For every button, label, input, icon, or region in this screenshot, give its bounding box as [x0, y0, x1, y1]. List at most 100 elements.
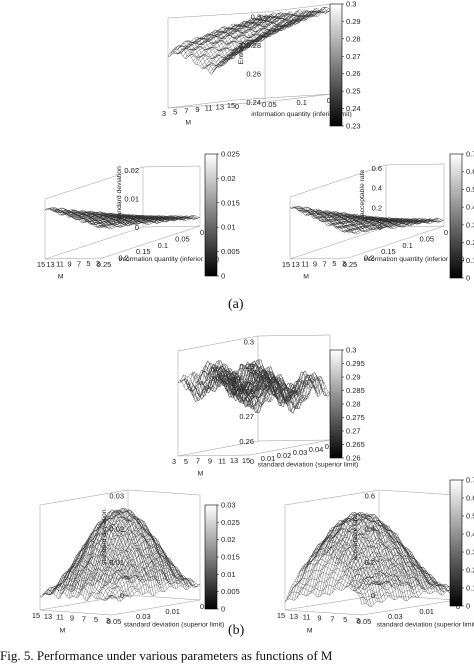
m-tick-label: 11 — [301, 260, 309, 269]
colorbar: 0.03 0.025 0.02 0.015 0.01 0.005 0 — [204, 501, 240, 614]
m-tick-label: 13 — [216, 102, 224, 111]
z-tick-label: 0.26 — [239, 437, 254, 446]
m-tick-label: 5 — [343, 615, 347, 624]
m-tick-label: 15 — [32, 611, 40, 620]
param-axis-label: standard deviation (superior limit) — [258, 462, 359, 469]
param-tick-label: 0.05 — [262, 100, 277, 109]
z-axis-label: standard deviation — [101, 509, 108, 565]
m-tick-label: 15 — [37, 260, 45, 269]
colorbar-tick-label: 0.6 — [466, 494, 474, 503]
m-tick-label: 7 — [323, 259, 327, 268]
colorbar-gradient — [204, 153, 218, 277]
colorbar-tick-label: 0.005 — [221, 247, 240, 256]
z-tick-label: 0.4 — [372, 184, 382, 193]
m-tick-label: 11 — [56, 260, 64, 269]
param-tick-label: 0.2 — [364, 254, 374, 263]
z-tick-label: 0.03 — [109, 491, 124, 500]
surface-plot-4: 0.3 0.29 0.28 0.27 0.26 Entropy 3 5 7 9 11 13 15 M 0 0.… — [172, 334, 365, 478]
z-tick-label: 0.26 — [246, 70, 261, 79]
m-tick-label: 9 — [317, 614, 321, 623]
colorbar-gradient — [329, 349, 343, 459]
colorbar-tick-label: 0.015 — [221, 553, 240, 562]
colorbar-tick-label: 0.4 — [466, 530, 474, 539]
m-tick-label: 7 — [330, 614, 334, 623]
param-tick-label: 0.15 — [136, 247, 151, 256]
m-axis-label: M — [60, 627, 66, 634]
m-tick-label: 5 — [94, 615, 98, 624]
z-tick-label: 0.2 — [365, 558, 375, 567]
m-tick-label: 13 — [44, 612, 52, 621]
m-tick-label: 3 — [356, 616, 360, 625]
figure-caption: Fig. 5. Performance under various parame… — [0, 648, 333, 663]
z-tick-label: 0.28 — [239, 387, 254, 396]
param-tick-label: 0 — [235, 102, 239, 111]
colorbar-tick-label: 0.285 — [346, 386, 365, 395]
m-axis-label: M — [307, 627, 313, 634]
colorbar: 0.7 0.6 0.5 0.4 0.3 0.2 0.1 0 — [449, 476, 474, 611]
surface-mesh — [177, 359, 331, 414]
param-tick-label: 0.25 — [97, 260, 112, 269]
z-tick-label: 0.24 — [246, 98, 261, 107]
m-tick-label: 9 — [70, 614, 74, 623]
m-axis-label: M — [303, 274, 309, 281]
colorbar-tick-label: 0.03 — [221, 501, 236, 510]
colorbar-tick-label: 0.28 — [346, 400, 361, 409]
param-tick-label: 0 — [444, 228, 448, 237]
z-tick-label: 0.6 — [372, 164, 382, 173]
z-tick-label: 0.29 — [239, 362, 254, 371]
m-tick-label: 7 — [196, 457, 200, 466]
colorbar-tick-label: 0.275 — [346, 413, 365, 422]
colorbar-tick-label: 0.025 — [221, 150, 240, 159]
colorbar-tick-label: 0 — [221, 605, 225, 614]
surface-plot-2: 0.02 0.01 0 standard deviation 15 13 11 9 7 5 3 M 0.… — [37, 150, 240, 281]
param-tick-label: 0.01 — [419, 607, 434, 616]
colorbar-tick-label: 0.6 — [466, 167, 474, 176]
m-tick-label: 9 — [208, 457, 212, 466]
param-axis-label: information quantity (inferior limit) — [251, 111, 351, 118]
param-tick-label: 0.05 — [175, 234, 190, 243]
param-tick-label: 0.25 — [343, 260, 358, 269]
param-tick-label: 0.05 — [419, 234, 434, 243]
m-tick-label: 3 — [162, 109, 166, 118]
z-tick-label: 0.02 — [109, 525, 124, 534]
m-tick-label: 13 — [230, 456, 238, 465]
param-tick-label: 0.03 — [136, 612, 151, 621]
colorbar-tick-label: 0.26 — [346, 454, 361, 463]
colorbar-tick-label: 0.27 — [346, 52, 361, 61]
colorbar-gradient — [449, 153, 463, 279]
m-tick-label: 3 — [342, 259, 346, 268]
surface-plot-3: 0.6 0.4 0.2 0 acceptable rate 15 13 11 9 7 5 3 M 0.25… — [282, 150, 474, 283]
param-tick-label: 0.1 — [296, 98, 306, 107]
m-tick-label: 5 — [184, 457, 188, 466]
colorbar-tick-label: 0.295 — [346, 359, 365, 368]
colorbar-gradient — [449, 479, 463, 607]
param-tick-label: 0 — [200, 602, 204, 611]
m-tick-label: 3 — [172, 457, 176, 466]
z-axis-label: Entropy — [231, 371, 238, 395]
colorbar-tick-label: 0.2 — [466, 566, 474, 575]
colorbar-gradient — [329, 3, 343, 127]
colorbar-tick-label: 0.3 — [466, 548, 474, 557]
colorbar-tick-label: 0 — [221, 272, 225, 281]
surface-mesh — [167, 6, 333, 75]
m-axis-label: M — [185, 119, 191, 126]
m-tick-label: 9 — [67, 260, 71, 269]
z-axis-label: acceptable rate — [352, 514, 359, 561]
z-axis-label: Entropy — [238, 40, 245, 64]
param-tick-label: 0.05 — [357, 617, 372, 626]
param-tick-label: 0 — [456, 602, 460, 611]
axis-box — [44, 165, 201, 260]
z-axis-label: standard deviation — [116, 166, 123, 222]
param-tick-label: 0.03 — [388, 612, 403, 621]
panel-label-a: (a) — [228, 297, 244, 312]
colorbar-tick-label: 0.265 — [346, 440, 365, 449]
surface-mesh — [44, 207, 201, 230]
colorbar-tick-label: 0.24 — [346, 104, 361, 113]
colorbar-tick-label: 0.23 — [346, 122, 361, 131]
colorbar-tick-label: 0.02 — [221, 535, 236, 544]
z-tick-label: 0.3 — [244, 337, 254, 346]
colorbar-tick-label: 0.7 — [466, 150, 474, 159]
surface-plot-5: 0.03 0.02 0.01 0 standard deviation 15 13 11 9 7 5… — [32, 489, 240, 634]
param-axis-label: information quantity (inferior limit) — [119, 256, 219, 263]
colorbar: 0.025 0.02 0.015 0.01 0.005 0 — [204, 150, 240, 281]
